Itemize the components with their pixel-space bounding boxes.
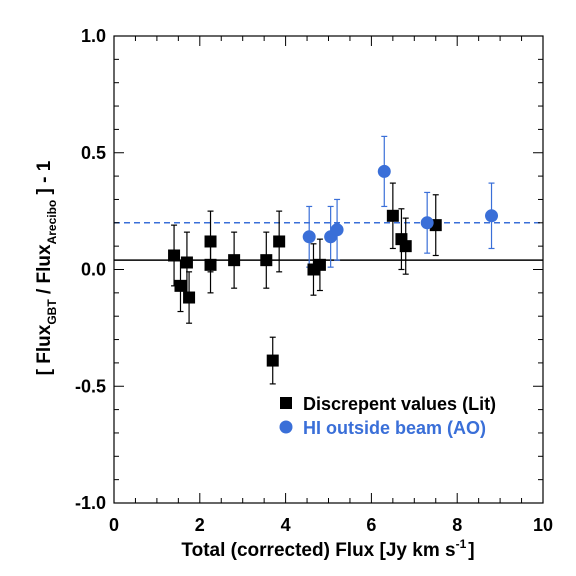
- x-tick-label: 8: [452, 515, 462, 535]
- data-point-square: [204, 258, 217, 271]
- data-point-square: [183, 291, 196, 304]
- data-point-square: [228, 254, 241, 267]
- data-point-square: [313, 258, 326, 271]
- x-tick-label: 0: [109, 515, 119, 535]
- legend-marker-square: [280, 397, 292, 409]
- data-point-square: [399, 240, 412, 253]
- x-tick-label: 10: [533, 515, 553, 535]
- data-point-square: [168, 249, 181, 262]
- y-tick-label: 0.0: [81, 260, 106, 280]
- data-point-square: [180, 256, 193, 269]
- tick-labels: 0 2 4 6 8 10 -1.0 -0.5 0.0 0.5 1.0: [75, 26, 553, 535]
- legend: Discrepent values (Lit) HI outside beam …: [279, 394, 496, 438]
- y-tick-label: -0.5: [75, 376, 106, 396]
- data-markers: [168, 164, 499, 367]
- y-tick-label: 1.0: [81, 26, 106, 46]
- data-point-square: [260, 254, 273, 267]
- y-tick-label: 0.5: [81, 143, 106, 163]
- data-point-circle: [302, 230, 316, 244]
- data-point-circle: [330, 223, 344, 237]
- x-tick-label: 4: [281, 515, 291, 535]
- data-point-square: [174, 279, 187, 292]
- x-axis-title: Total (corrected) Flux [Jy km s-1]: [181, 537, 474, 561]
- x-tick-label: 6: [366, 515, 376, 535]
- y-axis-title: [ FluxGBT / FluxArecibo ] - 1: [34, 160, 59, 375]
- data-point-circle: [377, 164, 391, 178]
- data-point-circle: [420, 216, 434, 230]
- data-point-circle: [485, 209, 499, 223]
- x-tick-label: 2: [195, 515, 205, 535]
- y-tick-label: -1.0: [75, 493, 106, 513]
- data-point-square: [266, 354, 279, 367]
- legend-label-hi-outside: HI outside beam (AO): [303, 418, 486, 438]
- axis-ticks: [113, 35, 544, 504]
- data-point-square: [204, 235, 217, 248]
- data-point-square: [273, 235, 286, 248]
- data-point-square: [386, 209, 399, 222]
- legend-label-discrepent: Discrepent values (Lit): [303, 394, 496, 414]
- legend-marker-circle: [279, 420, 293, 434]
